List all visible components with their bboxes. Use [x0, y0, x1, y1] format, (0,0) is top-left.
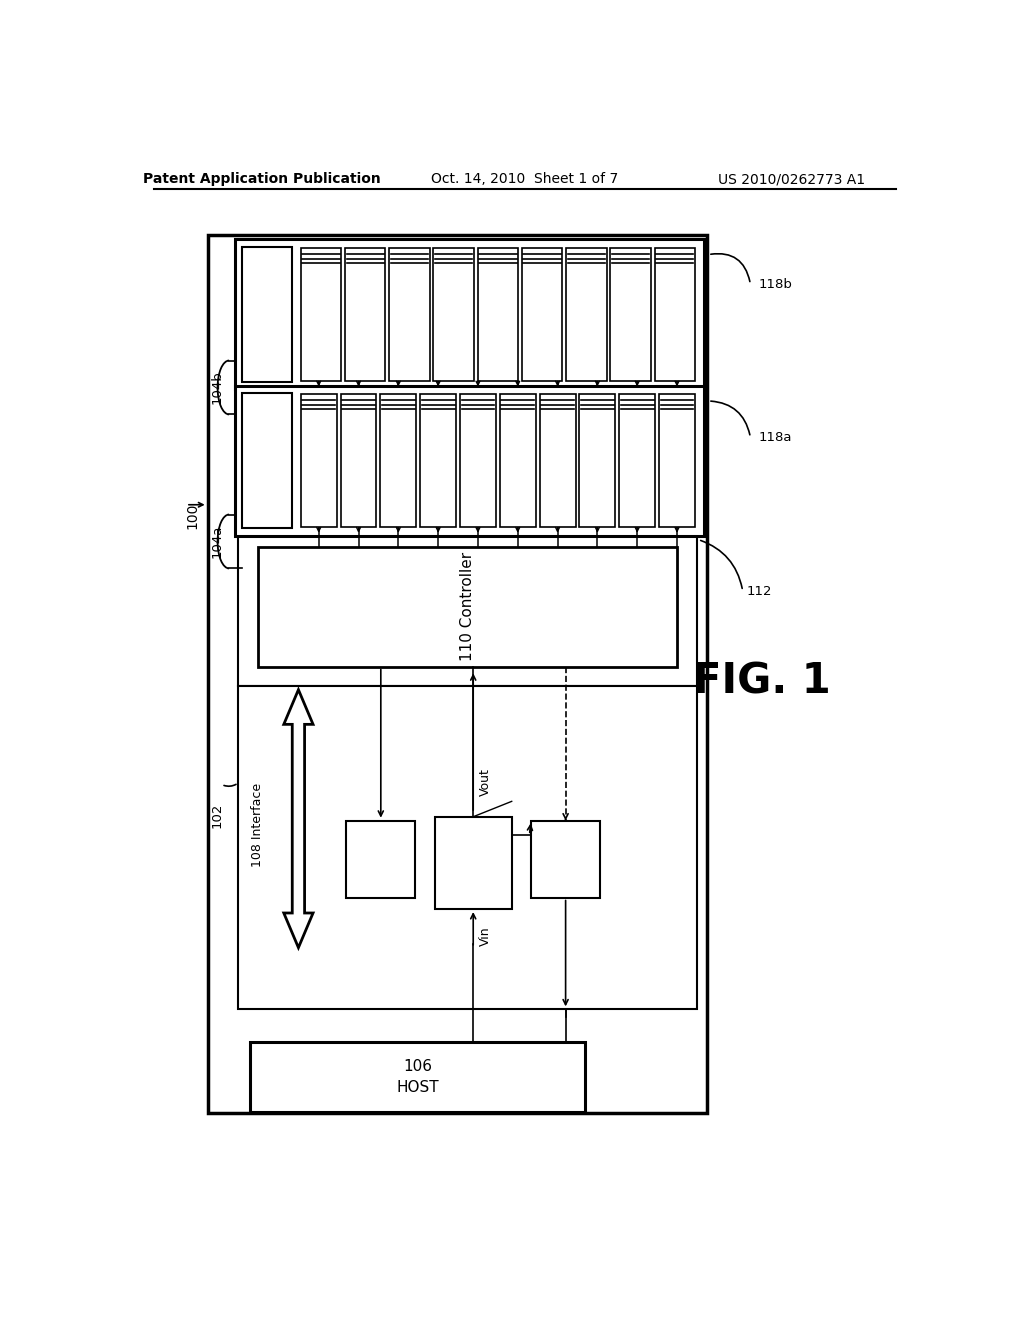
Text: Memory: Memory — [262, 308, 272, 354]
Text: US 2010/0262773 A1: US 2010/0262773 A1 — [718, 172, 865, 186]
Bar — [460, 393, 496, 527]
Text: Flash: Flash — [553, 466, 562, 487]
Text: Memory: Memory — [541, 865, 591, 878]
Bar — [234, 239, 705, 389]
Text: 116: 116 — [554, 841, 578, 854]
Text: Flash: Flash — [626, 319, 635, 342]
Text: 104b: 104b — [210, 371, 223, 404]
Text: 120a: 120a — [262, 430, 272, 458]
Text: Flash: Flash — [538, 319, 547, 342]
Text: 118b: 118b — [758, 277, 792, 290]
Text: Flash: Flash — [450, 319, 458, 342]
Text: HOST: HOST — [396, 1080, 438, 1094]
Text: 118a: 118a — [758, 432, 792, 444]
Bar — [243, 393, 292, 528]
Text: 110 Controller: 110 Controller — [460, 552, 475, 661]
Bar — [580, 393, 615, 527]
Text: Flash: Flash — [354, 466, 364, 487]
Text: Memory: Memory — [262, 454, 272, 499]
Text: Flash: Flash — [433, 466, 442, 487]
Bar — [620, 393, 655, 527]
Bar — [540, 393, 575, 527]
Text: Flash: Flash — [513, 466, 522, 487]
Text: FIG. 1: FIG. 1 — [693, 661, 830, 704]
Polygon shape — [284, 689, 313, 948]
Bar — [433, 248, 474, 381]
Text: Flash: Flash — [473, 466, 482, 487]
Bar — [341, 393, 377, 527]
Text: Flash: Flash — [593, 466, 602, 487]
Bar — [435, 817, 512, 909]
Text: 112: 112 — [746, 585, 772, 598]
Bar — [239, 389, 700, 532]
Bar — [420, 393, 456, 527]
Bar — [208, 235, 707, 1113]
Bar — [500, 393, 536, 527]
Text: Patent Application Publication: Patent Application Publication — [142, 172, 380, 186]
Text: 114: 114 — [462, 836, 485, 849]
Bar — [477, 248, 518, 381]
Text: Vout: Vout — [479, 768, 493, 796]
Bar — [234, 385, 705, 536]
Bar — [531, 821, 600, 898]
Bar — [243, 247, 292, 381]
Text: Vin: Vin — [479, 927, 493, 946]
Text: 100: 100 — [185, 503, 199, 529]
Bar — [610, 248, 650, 381]
Bar — [345, 248, 385, 381]
Text: Flash: Flash — [394, 466, 402, 487]
Bar — [380, 393, 417, 527]
Bar — [301, 248, 341, 381]
Text: 111: 111 — [369, 841, 392, 854]
Text: Flash: Flash — [316, 319, 326, 342]
Text: Flash: Flash — [671, 319, 679, 342]
Text: Flash: Flash — [494, 319, 503, 342]
Bar — [250, 1043, 585, 1111]
Bar — [301, 393, 337, 527]
Text: Flash: Flash — [582, 319, 591, 342]
Bar — [346, 821, 416, 898]
Text: Flash: Flash — [314, 466, 324, 487]
Text: Flash: Flash — [360, 319, 370, 342]
Bar — [654, 248, 695, 381]
Text: Module: Module — [451, 876, 496, 890]
Text: 106: 106 — [402, 1059, 432, 1074]
Bar — [239, 243, 700, 385]
Text: 104a: 104a — [210, 525, 223, 558]
Text: 102: 102 — [210, 803, 223, 828]
Text: Flash: Flash — [673, 466, 682, 487]
Text: Oct. 14, 2010  Sheet 1 of 7: Oct. 14, 2010 Sheet 1 of 7 — [431, 172, 618, 186]
Bar — [566, 248, 606, 381]
Text: Power: Power — [455, 857, 493, 870]
Text: 120b: 120b — [262, 284, 272, 313]
Bar — [522, 248, 562, 381]
Text: 108 Interface: 108 Interface — [251, 783, 264, 867]
Bar — [239, 528, 696, 686]
Text: Flash: Flash — [404, 319, 414, 342]
Text: DRAM: DRAM — [362, 865, 399, 878]
Text: Flash: Flash — [633, 466, 642, 487]
Bar — [239, 686, 696, 1010]
Bar — [389, 248, 430, 381]
Bar — [258, 548, 677, 667]
Bar — [659, 393, 695, 527]
